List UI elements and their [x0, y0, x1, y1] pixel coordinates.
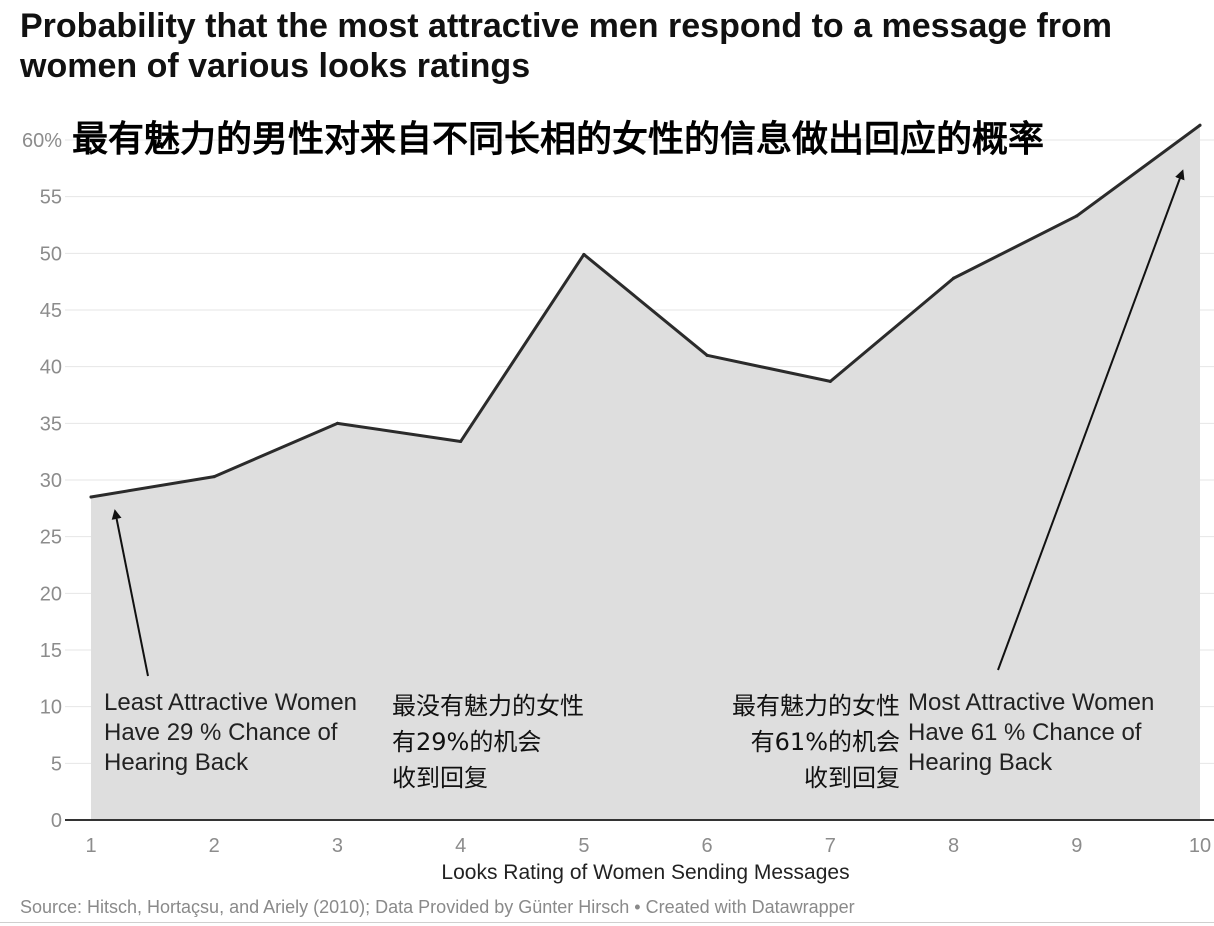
data-point — [459, 439, 463, 443]
line-segment — [89, 475, 216, 499]
x-tick-label: 4 — [455, 835, 466, 857]
y-tick-label: 10 — [40, 697, 62, 719]
x-tick-label: 7 — [825, 835, 836, 857]
x-tick-label: 10 — [1189, 835, 1211, 857]
line-segment — [459, 252, 586, 443]
y-tick-label: 45 — [40, 300, 62, 322]
y-tick-label: 50 — [40, 243, 62, 265]
data-point — [705, 353, 709, 357]
annotation-arrows — [111, 169, 1185, 677]
annotation-least-attractive-cn: 最没有魅力的女性 有29%的机会 收到回复 — [392, 688, 584, 796]
area-layer — [89, 123, 1202, 821]
line-segment — [952, 214, 1079, 280]
x-tick-label: 2 — [209, 835, 220, 857]
x-tick-label: 1 — [85, 835, 96, 857]
annotation-line: Most Attractive Women — [908, 689, 1155, 716]
y-tick-label: 60% — [22, 130, 62, 152]
bottom-divider — [0, 922, 1214, 923]
annotation-most-attractive: Most Attractive Women Have 61 % Chance o… — [908, 688, 1154, 778]
area-fill — [91, 125, 1200, 821]
y-tick-label: 15 — [40, 640, 62, 662]
y-tick-label: 40 — [40, 357, 62, 379]
line-segment — [705, 353, 832, 383]
line-segment — [335, 421, 463, 443]
annotation-line-cn: 有61%的机会 — [750, 728, 900, 756]
data-point — [212, 475, 216, 479]
annotation-least-attractive: Least Attractive Women Have 29 % Chance … — [104, 688, 357, 778]
x-tick-label: 9 — [1071, 835, 1082, 857]
data-point — [335, 421, 339, 425]
x-tick-label: 8 — [948, 835, 959, 857]
line-segment — [212, 421, 339, 479]
y-tick-label: 5 — [51, 753, 62, 775]
y-tick-label: 25 — [40, 527, 62, 549]
y-tick-label: 35 — [40, 413, 62, 435]
annotation-line-cn: 收到回复 — [804, 764, 900, 792]
y-tick-label: 55 — [40, 187, 62, 209]
line-segment — [1075, 123, 1202, 218]
x-tick-label: 6 — [702, 835, 713, 857]
annotation-line: Have 29 % Chance of — [104, 719, 338, 746]
y-tick-label: 30 — [40, 470, 62, 492]
chart-title-chinese: 最有魅力的男性对来自不同长相的女性的信息做出回应的概率 — [72, 119, 1045, 160]
y-tick-label: 20 — [40, 583, 62, 605]
annotation-line: Hearing Back — [908, 749, 1053, 776]
annotation-line-cn: 最有魅力的女性 — [732, 692, 900, 720]
line-segment — [828, 276, 956, 383]
annotation-line: Least Attractive Women — [104, 689, 358, 716]
annotation-arrow — [997, 169, 1185, 671]
annotation-line-cn: 有29%的机会 — [392, 728, 542, 756]
data-point — [1075, 214, 1079, 218]
data-point — [582, 252, 586, 256]
y-tick-label: 0 — [51, 810, 62, 832]
annotation-line-cn: 收到回复 — [392, 764, 488, 792]
data-point — [89, 495, 93, 499]
annotation-most-attractive-cn: 最有魅力的女性 有61%的机会 收到回复 — [732, 688, 900, 796]
x-tick-label: 3 — [332, 835, 343, 857]
data-point — [828, 379, 832, 383]
annotation-arrow — [111, 509, 149, 677]
x-axis-label: Looks Rating of Women Sending Messages — [441, 861, 849, 884]
source-note: Source: Hitsch, Hortaçsu, and Ariely (20… — [20, 897, 855, 917]
data-point — [952, 276, 956, 280]
annotation-line: Have 61 % Chance of — [908, 719, 1142, 746]
x-tick-label: 5 — [578, 835, 589, 857]
data-point — [1198, 123, 1202, 127]
annotation-line: Hearing Back — [104, 749, 249, 776]
annotation-line-cn: 最没有魅力的女性 — [392, 692, 584, 720]
line-segment — [582, 252, 709, 357]
chart-title: Probability that the most attractive men… — [20, 7, 1113, 85]
